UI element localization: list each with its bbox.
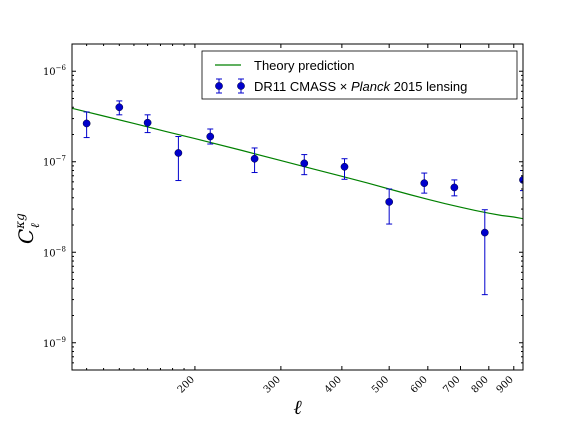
data-marker: [420, 179, 429, 188]
data-marker: [250, 154, 259, 163]
x-tick-label: 300: [262, 374, 283, 395]
x-tick-label: 500: [370, 374, 391, 395]
data-point: [143, 114, 152, 134]
data-point: [340, 158, 349, 180]
data-point: [450, 179, 459, 197]
data-marker: [300, 159, 309, 168]
data-point: [206, 128, 215, 145]
x-axis-label: ℓ: [293, 395, 302, 419]
x-tick-label: 200: [176, 374, 197, 395]
data-point: [250, 147, 259, 174]
x-tick-label: 800: [470, 374, 491, 395]
x-tick-label: 600: [409, 374, 430, 395]
data-point: [115, 100, 124, 116]
data-marker: [115, 103, 124, 112]
data-marker: [143, 118, 152, 127]
y-tick-label: 10−9: [43, 336, 66, 350]
legend-box: [201, 50, 518, 100]
y-tick-label: 10−8: [43, 245, 66, 259]
data-marker: [450, 183, 459, 192]
data-point: [420, 172, 429, 194]
data-marker: [174, 149, 183, 157]
legend-data-marker: [215, 82, 223, 90]
plot-frame: [71, 43, 524, 371]
data-marker: [82, 119, 91, 128]
y-tick-label: 10−7: [43, 155, 66, 169]
data-marker: [385, 198, 394, 206]
data-marker: [206, 132, 215, 141]
data-point: [174, 136, 183, 182]
theory-curve: [72, 107, 523, 220]
data-point: [300, 154, 309, 176]
x-tick-label: 700: [441, 374, 462, 395]
y-axis-label: Cκgℓ: [13, 213, 42, 244]
legend-label-data: DR11 CMASS × Planck 2015 lensing: [254, 79, 467, 94]
data-marker: [480, 228, 489, 237]
data-point: [480, 209, 489, 296]
y-tick-label: 10−6: [43, 64, 67, 78]
data-marker: [340, 162, 349, 171]
data-point: [385, 188, 394, 225]
legend-errorbar-marker: [215, 78, 245, 94]
legend-label-theory: Theory prediction: [254, 58, 354, 73]
legend: Theory prediction DR11 CMASS × Planck 20…: [201, 50, 518, 100]
legend-data-marker: [237, 82, 245, 90]
x-tick-label: 400: [323, 374, 344, 395]
x-tick-label: 900: [495, 374, 516, 395]
data-point: [82, 111, 91, 139]
